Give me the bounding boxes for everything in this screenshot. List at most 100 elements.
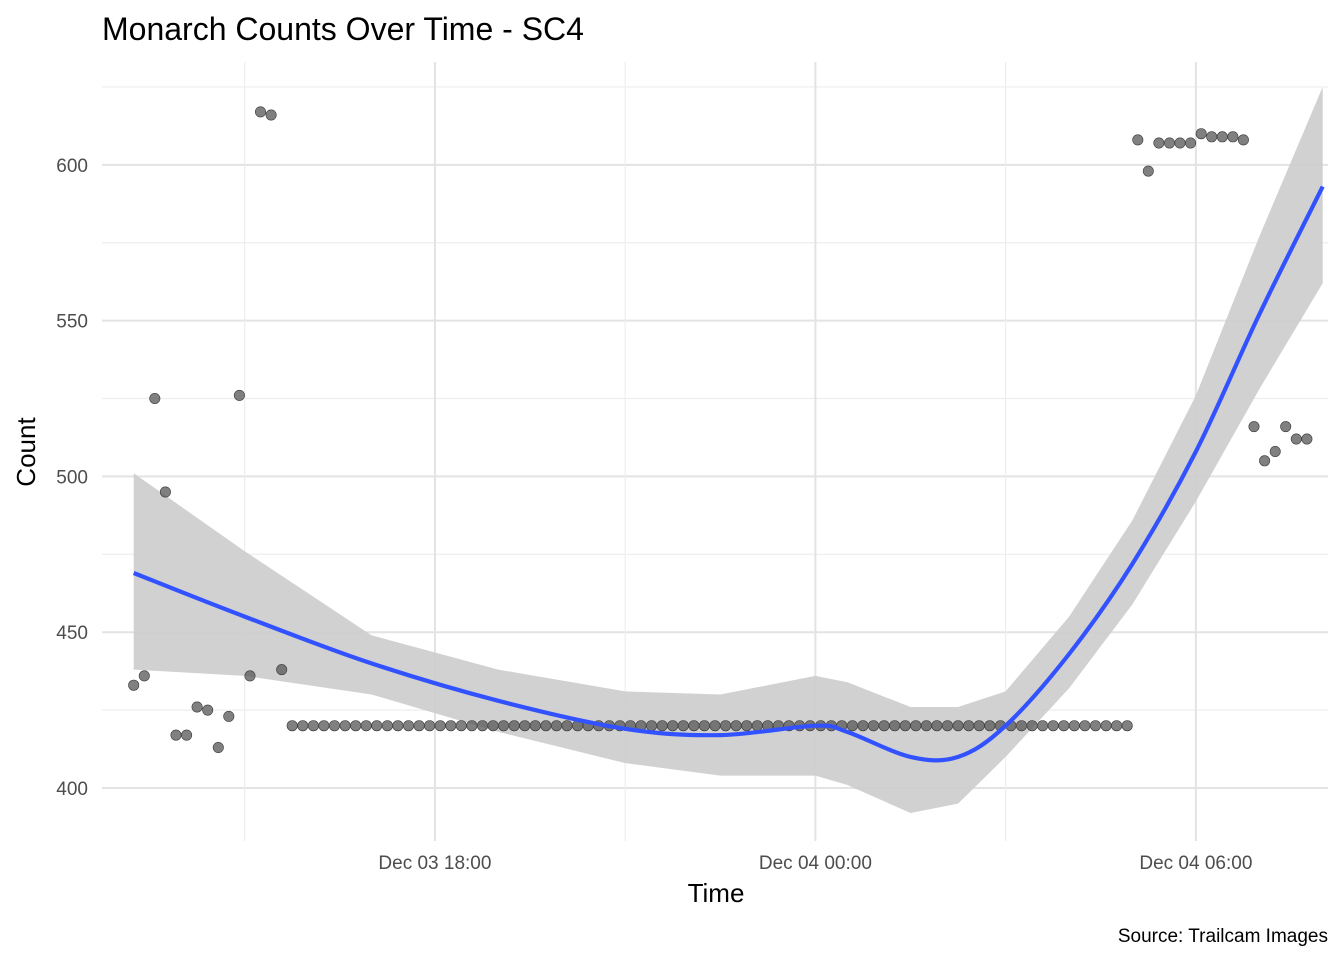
data-point <box>1068 720 1080 732</box>
data-point <box>519 720 531 732</box>
y-tick-labels: 400 450 500 550 600 <box>56 156 88 800</box>
data-point <box>297 720 309 732</box>
data-point <box>677 720 689 732</box>
data-point <box>392 720 404 732</box>
data-point <box>1026 720 1038 732</box>
data-point <box>751 720 763 732</box>
data-point <box>941 720 953 732</box>
data-point <box>170 729 182 741</box>
confidence-band <box>133 86 1323 813</box>
data-point <box>741 720 753 732</box>
data-point <box>1121 720 1133 732</box>
data-point <box>212 741 224 753</box>
data-point <box>867 720 879 732</box>
data-point <box>1280 421 1292 433</box>
chart-caption: Source: Trailcam Images <box>1118 926 1328 947</box>
data-point <box>667 720 679 732</box>
data-point <box>1206 131 1218 143</box>
x-axis-title: Time <box>688 878 745 908</box>
data-point <box>381 720 393 732</box>
data-point <box>223 710 235 722</box>
y-tick-label: 600 <box>56 156 88 177</box>
data-point <box>233 389 245 401</box>
data-point <box>952 720 964 732</box>
data-point <box>350 720 362 732</box>
data-point <box>487 720 499 732</box>
data-point <box>1195 128 1207 140</box>
data-point <box>1248 421 1260 433</box>
data-point <box>424 720 436 732</box>
data-point <box>255 106 267 118</box>
data-point <box>455 720 467 732</box>
data-point <box>466 720 478 732</box>
data-point <box>846 720 858 732</box>
data-point <box>709 720 721 732</box>
data-point <box>1301 433 1313 445</box>
data-point <box>1015 720 1027 732</box>
data-point <box>202 704 214 716</box>
data-point <box>963 720 975 732</box>
data-point <box>698 720 710 732</box>
data-point <box>1111 720 1123 732</box>
data-point <box>149 392 161 404</box>
data-point <box>402 720 414 732</box>
data-point <box>899 720 911 732</box>
x-tick-labels: Dec 03 18:00 Dec 04 00:00 Dec 04 06:00 <box>378 853 1252 874</box>
data-point <box>1290 433 1302 445</box>
data-point <box>360 720 372 732</box>
data-point <box>1090 720 1102 732</box>
data-point <box>476 720 488 732</box>
chart-title: Monarch Counts Over Time - SC4 <box>102 11 584 47</box>
data-point <box>371 720 383 732</box>
data-point <box>1079 720 1091 732</box>
data-point <box>1164 137 1176 149</box>
smooth-line <box>132 185 1325 763</box>
data-point <box>445 720 457 732</box>
data-point <box>529 720 541 732</box>
x-tick-label: Dec 04 00:00 <box>759 853 872 874</box>
data-point <box>413 720 425 732</box>
data-point <box>1142 165 1154 177</box>
data-point <box>138 670 150 682</box>
data-point <box>159 486 171 498</box>
data-point <box>434 720 446 732</box>
data-point <box>1269 445 1281 457</box>
data-point <box>508 720 520 732</box>
data-point <box>191 701 203 713</box>
data-point <box>318 720 330 732</box>
y-tick-label: 550 <box>56 312 88 333</box>
data-point <box>889 720 901 732</box>
data-point <box>730 720 742 732</box>
y-tick-label: 450 <box>56 623 88 644</box>
data-point <box>646 720 658 732</box>
data-point <box>1259 455 1271 467</box>
data-point <box>1216 131 1228 143</box>
confidence-band-layer <box>133 86 1323 813</box>
smooth-line-layer <box>132 185 1325 763</box>
data-point <box>878 720 890 732</box>
data-point <box>1153 137 1165 149</box>
data-point <box>1174 137 1186 149</box>
data-point <box>1058 720 1070 732</box>
x-tick-label: Dec 03 18:00 <box>378 853 491 874</box>
data-point <box>328 720 340 732</box>
data-point <box>984 720 996 732</box>
data-point <box>1047 720 1059 732</box>
data-point <box>498 720 510 732</box>
data-point <box>910 720 922 732</box>
data-point <box>920 720 932 732</box>
y-tick-label: 400 <box>56 779 88 800</box>
data-point <box>931 720 943 732</box>
data-point <box>973 720 985 732</box>
data-point <box>656 720 668 732</box>
y-axis-title: Count <box>11 417 41 487</box>
data-point <box>1100 720 1112 732</box>
data-point <box>265 109 277 121</box>
data-point <box>561 720 573 732</box>
data-point <box>1132 134 1144 146</box>
data-point <box>720 720 732 732</box>
data-point <box>1237 134 1249 146</box>
data-point <box>688 720 700 732</box>
